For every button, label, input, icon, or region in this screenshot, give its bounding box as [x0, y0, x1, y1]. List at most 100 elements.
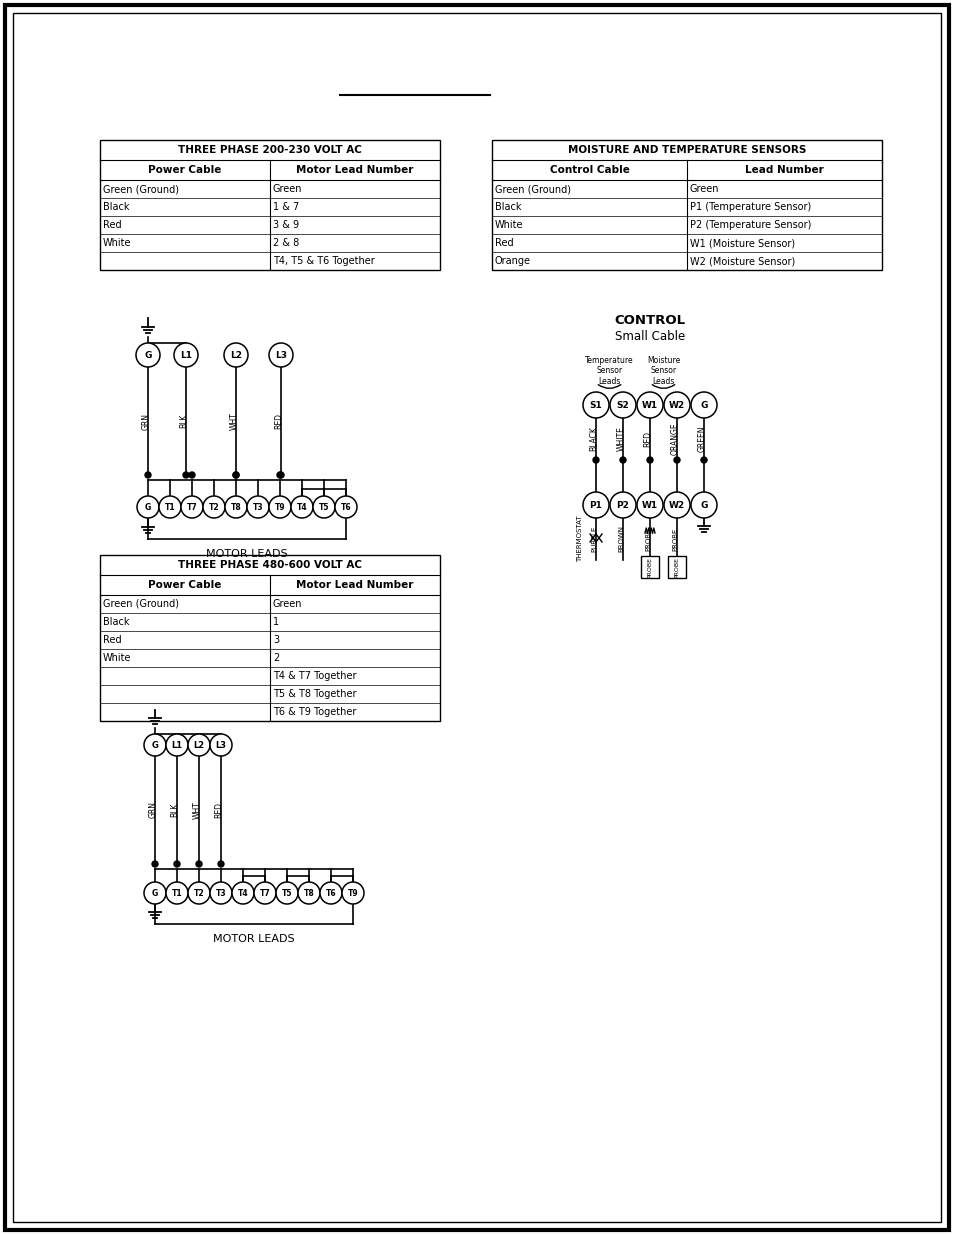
Text: G: G [144, 351, 152, 359]
Text: L1: L1 [180, 351, 192, 359]
Text: ORANGE: ORANGE [670, 422, 679, 456]
Circle shape [144, 734, 166, 756]
Text: W2: W2 [668, 400, 684, 410]
Text: G: G [152, 888, 158, 898]
Text: BROWN: BROWN [618, 526, 623, 552]
Circle shape [159, 496, 181, 517]
Text: T5: T5 [281, 888, 292, 898]
Circle shape [582, 492, 608, 517]
Text: MOTOR LEADS: MOTOR LEADS [213, 935, 294, 945]
Text: T2: T2 [209, 503, 219, 511]
Text: W2: W2 [668, 500, 684, 510]
Circle shape [225, 496, 247, 517]
Circle shape [203, 496, 225, 517]
Bar [100, 140, 439, 270]
Text: L1: L1 [172, 741, 182, 750]
Bar [640, 556, 659, 578]
Text: L2: L2 [193, 741, 204, 750]
Text: PURPLE: PURPLE [590, 526, 597, 552]
Text: T6: T6 [325, 888, 336, 898]
Text: Red: Red [103, 635, 121, 645]
Text: GRN: GRN [141, 412, 151, 430]
Text: S2: S2 [616, 400, 629, 410]
Text: CONTROL: CONTROL [614, 314, 685, 326]
Circle shape [663, 492, 689, 517]
Text: 1 & 7: 1 & 7 [273, 203, 299, 212]
Circle shape [173, 861, 180, 867]
Text: THREE PHASE 480-600 VOLT AC: THREE PHASE 480-600 VOLT AC [178, 559, 361, 571]
Text: Green: Green [689, 184, 719, 194]
Text: G: G [145, 503, 151, 511]
Circle shape [189, 472, 194, 478]
Text: T6 & T9 Together: T6 & T9 Together [273, 706, 356, 718]
Text: T9: T9 [347, 888, 358, 898]
Text: G: G [152, 741, 158, 750]
Circle shape [700, 457, 706, 463]
Text: T9: T9 [274, 503, 285, 511]
Circle shape [210, 734, 232, 756]
Circle shape [673, 457, 679, 463]
Circle shape [335, 496, 356, 517]
Circle shape [137, 496, 159, 517]
Text: T8: T8 [231, 503, 241, 511]
Text: T2: T2 [193, 888, 204, 898]
Text: P1 (Temperature Sensor): P1 (Temperature Sensor) [689, 203, 810, 212]
Circle shape [144, 882, 166, 904]
Circle shape [232, 882, 253, 904]
Circle shape [319, 882, 341, 904]
Circle shape [593, 457, 598, 463]
Text: Orange: Orange [495, 256, 531, 266]
Bar [667, 556, 685, 578]
Text: WHT: WHT [230, 412, 238, 430]
Text: WHT: WHT [193, 802, 201, 819]
Circle shape [269, 496, 291, 517]
Text: GREEN: GREEN [697, 426, 706, 452]
Circle shape [218, 861, 224, 867]
Text: L2: L2 [230, 351, 242, 359]
Text: White: White [495, 220, 523, 230]
Text: BLACK: BLACK [589, 426, 598, 452]
Bar [100, 555, 439, 721]
Circle shape [136, 343, 160, 367]
Text: WHITE: WHITE [616, 426, 625, 452]
Circle shape [297, 882, 319, 904]
Circle shape [690, 391, 717, 417]
Text: Green (Ground): Green (Ground) [103, 599, 179, 609]
Text: RED: RED [214, 802, 223, 818]
Circle shape [690, 492, 717, 517]
Text: T4: T4 [237, 888, 248, 898]
Text: PROBE: PROBE [644, 527, 650, 551]
Text: White: White [103, 238, 132, 248]
Text: 1: 1 [273, 618, 279, 627]
Text: Motor Lead Number: Motor Lead Number [296, 580, 414, 590]
Circle shape [183, 472, 189, 478]
Circle shape [233, 472, 239, 478]
Text: T1: T1 [172, 888, 182, 898]
Text: Control Cable: Control Cable [549, 165, 629, 175]
Circle shape [341, 882, 364, 904]
Text: Lead Number: Lead Number [744, 165, 823, 175]
Text: 2: 2 [273, 653, 279, 663]
Text: T7: T7 [187, 503, 197, 511]
Text: GRN: GRN [149, 802, 157, 819]
Text: T1: T1 [165, 503, 175, 511]
Text: Moisture
Sensor
Leads: Moisture Sensor Leads [646, 356, 679, 385]
Text: RED: RED [274, 412, 283, 429]
Text: G: G [700, 500, 707, 510]
Circle shape [275, 882, 297, 904]
Text: Green (Ground): Green (Ground) [495, 184, 571, 194]
Bar [492, 140, 882, 270]
Text: BLK: BLK [179, 414, 189, 429]
Text: L3: L3 [215, 741, 226, 750]
Circle shape [313, 496, 335, 517]
Text: Red: Red [103, 220, 121, 230]
Circle shape [152, 861, 158, 867]
Text: Black: Black [103, 203, 130, 212]
Circle shape [609, 492, 636, 517]
Circle shape [166, 734, 188, 756]
Text: Green: Green [273, 599, 302, 609]
Circle shape [224, 343, 248, 367]
Text: 2 & 8: 2 & 8 [273, 238, 299, 248]
Text: MOTOR LEADS: MOTOR LEADS [206, 550, 288, 559]
Circle shape [247, 496, 269, 517]
